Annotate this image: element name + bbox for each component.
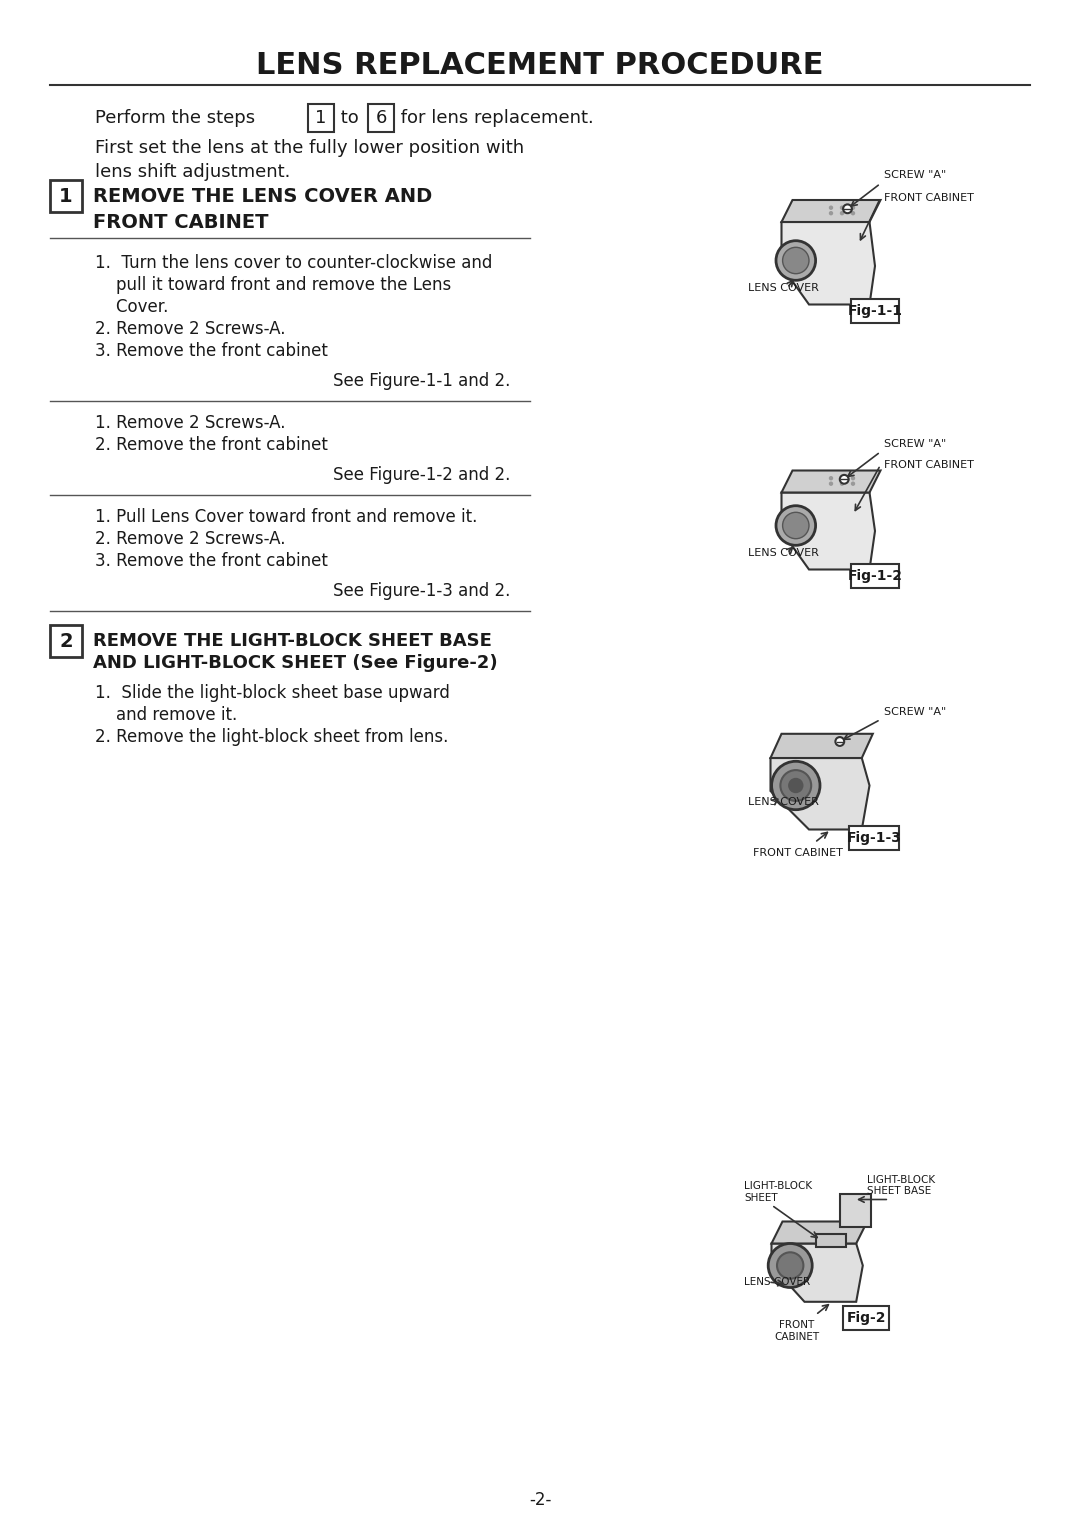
Circle shape: [851, 205, 855, 209]
Text: and remove it.: and remove it.: [95, 706, 238, 724]
Text: AND LIGHT-BLOCK SHEET (See Figure-2): AND LIGHT-BLOCK SHEET (See Figure-2): [93, 654, 498, 672]
Text: pull it toward front and remove the Lens: pull it toward front and remove the Lens: [95, 277, 451, 293]
Text: LENS COVER: LENS COVER: [748, 283, 820, 293]
Polygon shape: [770, 758, 869, 830]
Text: LENS COVER: LENS COVER: [744, 1277, 810, 1287]
Circle shape: [768, 1244, 812, 1288]
Text: 1: 1: [59, 186, 72, 205]
Circle shape: [840, 481, 845, 486]
FancyBboxPatch shape: [843, 1306, 889, 1331]
Text: FRONT CABINET: FRONT CABINET: [93, 212, 269, 232]
Polygon shape: [782, 200, 880, 222]
Text: SCREW "A": SCREW "A": [883, 170, 946, 180]
Circle shape: [788, 778, 804, 793]
Text: FRONT CABINET: FRONT CABINET: [883, 460, 974, 471]
Text: 2. Remove 2 Screws-A.: 2. Remove 2 Screws-A.: [95, 319, 285, 338]
Text: 1: 1: [315, 108, 326, 127]
Text: 3. Remove the front cabinet: 3. Remove the front cabinet: [95, 552, 328, 570]
Circle shape: [828, 481, 833, 486]
Circle shape: [851, 211, 855, 215]
Text: Fig-1-1: Fig-1-1: [848, 304, 903, 318]
Polygon shape: [770, 733, 873, 758]
Text: for lens replacement.: for lens replacement.: [395, 108, 594, 127]
Circle shape: [781, 770, 811, 801]
Circle shape: [783, 248, 809, 274]
Polygon shape: [782, 471, 880, 492]
Text: SCREW "A": SCREW "A": [883, 707, 946, 717]
Circle shape: [840, 205, 845, 209]
Text: 1.  Slide the light-block sheet base upward: 1. Slide the light-block sheet base upwa…: [95, 685, 450, 701]
Text: LIGHT-BLOCK
SHEET BASE: LIGHT-BLOCK SHEET BASE: [867, 1175, 935, 1196]
Circle shape: [777, 506, 815, 545]
Text: LENS COVER: LENS COVER: [748, 549, 820, 558]
FancyBboxPatch shape: [50, 625, 82, 657]
Text: FRONT
CABINET: FRONT CABINET: [774, 1320, 820, 1342]
Circle shape: [836, 736, 845, 746]
Text: to: to: [335, 108, 365, 127]
Text: 2. Remove 2 Screws-A.: 2. Remove 2 Screws-A.: [95, 530, 285, 549]
Text: Fig-2: Fig-2: [847, 1311, 886, 1325]
FancyBboxPatch shape: [851, 299, 899, 322]
Polygon shape: [782, 222, 875, 304]
Text: LENS COVER: LENS COVER: [748, 798, 820, 807]
Polygon shape: [771, 1244, 863, 1302]
Circle shape: [777, 1253, 804, 1279]
FancyBboxPatch shape: [50, 180, 82, 212]
Text: lens shift adjustment.: lens shift adjustment.: [95, 163, 291, 180]
Circle shape: [828, 477, 833, 480]
Text: LENS REPLACEMENT PROCEDURE: LENS REPLACEMENT PROCEDURE: [256, 50, 824, 79]
FancyBboxPatch shape: [815, 1233, 847, 1247]
Text: 2. Remove the light-block sheet from lens.: 2. Remove the light-block sheet from len…: [95, 727, 448, 746]
Text: Fig-1-2: Fig-1-2: [848, 568, 903, 584]
Text: 3. Remove the front cabinet: 3. Remove the front cabinet: [95, 342, 328, 361]
Text: FRONT CABINET: FRONT CABINET: [753, 848, 842, 859]
Text: First set the lens at the fully lower position with: First set the lens at the fully lower po…: [95, 139, 524, 157]
Text: -2-: -2-: [529, 1491, 551, 1510]
FancyBboxPatch shape: [851, 564, 899, 588]
FancyBboxPatch shape: [849, 827, 899, 850]
Circle shape: [843, 205, 852, 214]
Text: LIGHT-BLOCK
SHEET: LIGHT-BLOCK SHEET: [744, 1181, 812, 1203]
Text: SCREW "A": SCREW "A": [883, 439, 946, 449]
Text: Cover.: Cover.: [95, 298, 168, 316]
Polygon shape: [771, 1221, 867, 1244]
Text: Perform the steps: Perform the steps: [95, 108, 261, 127]
Text: FRONT CABINET: FRONT CABINET: [883, 193, 974, 203]
Text: See Figure-1-1 and 2.: See Figure-1-1 and 2.: [333, 371, 510, 390]
Circle shape: [840, 211, 845, 215]
Circle shape: [777, 241, 815, 280]
Text: 1.  Turn the lens cover to counter-clockwise and: 1. Turn the lens cover to counter-clockw…: [95, 254, 492, 272]
Text: REMOVE THE LIGHT-BLOCK SHEET BASE: REMOVE THE LIGHT-BLOCK SHEET BASE: [93, 633, 491, 649]
Circle shape: [828, 211, 833, 215]
FancyBboxPatch shape: [840, 1193, 870, 1227]
Circle shape: [828, 205, 833, 209]
Text: See Figure-1-3 and 2.: See Figure-1-3 and 2.: [333, 582, 510, 601]
Text: 1. Remove 2 Screws-A.: 1. Remove 2 Screws-A.: [95, 414, 285, 432]
Text: Fig-1-3: Fig-1-3: [847, 831, 902, 845]
Circle shape: [840, 477, 845, 480]
Circle shape: [771, 761, 820, 810]
FancyBboxPatch shape: [368, 104, 394, 131]
Circle shape: [840, 475, 849, 484]
Circle shape: [851, 477, 855, 480]
Text: 6: 6: [376, 108, 387, 127]
Circle shape: [783, 512, 809, 539]
Circle shape: [851, 481, 855, 486]
Text: REMOVE THE LENS COVER AND: REMOVE THE LENS COVER AND: [93, 186, 432, 205]
Text: 2: 2: [59, 631, 72, 651]
FancyBboxPatch shape: [308, 104, 334, 131]
Text: 1. Pull Lens Cover toward front and remove it.: 1. Pull Lens Cover toward front and remo…: [95, 507, 477, 526]
Text: See Figure-1-2 and 2.: See Figure-1-2 and 2.: [333, 466, 510, 484]
Text: 2. Remove the front cabinet: 2. Remove the front cabinet: [95, 435, 328, 454]
Polygon shape: [782, 492, 875, 570]
